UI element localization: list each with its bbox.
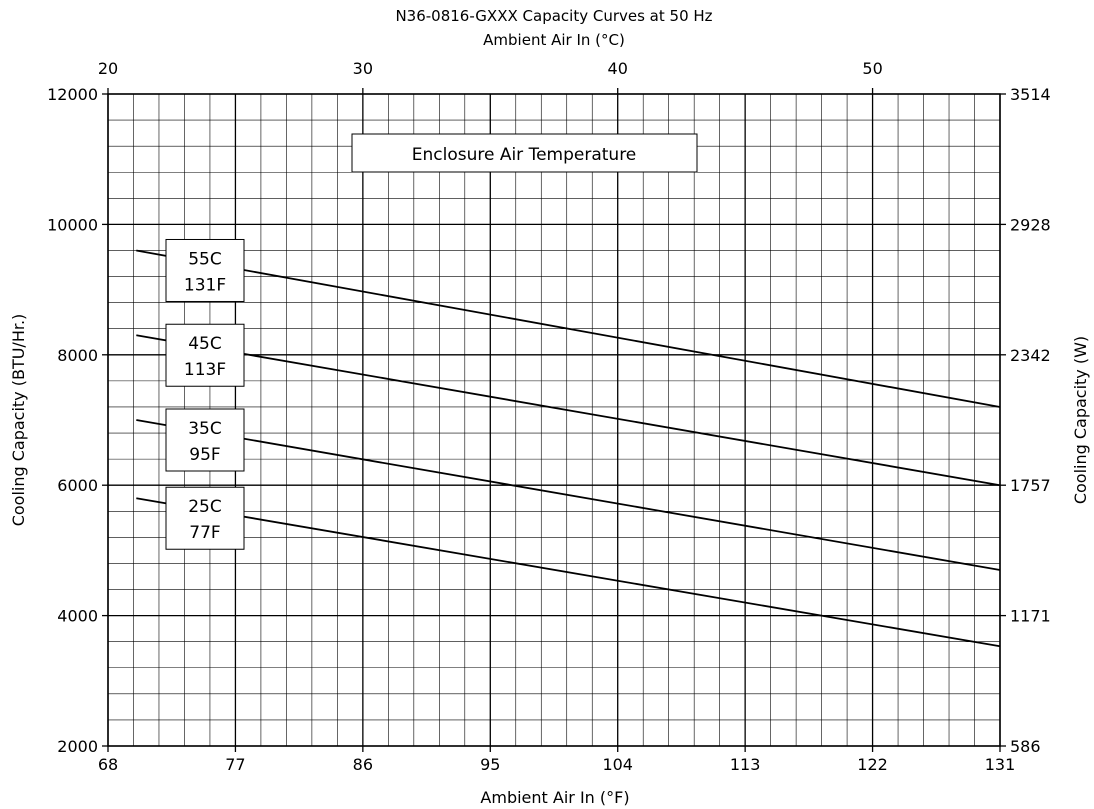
- x-tick-label: 113: [730, 755, 761, 774]
- y2-axis-label: Cooling Capacity (W): [1071, 336, 1090, 504]
- x-tick-label: 68: [98, 755, 118, 774]
- x-tick-label: 77: [225, 755, 245, 774]
- top-tick-label: 20: [98, 59, 118, 78]
- x-tick-label: 95: [480, 755, 500, 774]
- chart-title: N36-0816-GXXX Capacity Curves at 50 Hz: [395, 7, 712, 25]
- y-tick-label: 12000: [47, 85, 98, 104]
- series-lines: [136, 249, 1001, 648]
- series-label-line2-2: 95F: [189, 445, 220, 465]
- major-grid: [102, 88, 1006, 752]
- x-tick-label: 86: [353, 755, 373, 774]
- x-tick-label: 104: [602, 755, 633, 774]
- series-label-box-2: [165, 408, 245, 472]
- series-line-2: [136, 419, 1001, 571]
- y2-tick-label: 3514: [1010, 85, 1051, 104]
- series-labels: 55C 131F 45C 113F 35C 95F 25C 77F: [165, 238, 245, 550]
- top-axis-label: Ambient Air In (°C): [483, 31, 625, 49]
- tick-labels: 68 77 86 95 104 113 122 131 2000 4000 6000 8000 1000…: [47, 59, 1051, 774]
- legend-title: Enclosure Air Temperature: [412, 145, 637, 165]
- x-tick-label: 122: [857, 755, 888, 774]
- x-tick-label: 131: [985, 755, 1016, 774]
- series-line-0: [136, 249, 1001, 408]
- series-label-line1-3: 25C: [188, 497, 222, 517]
- y-axis-label: Cooling Capacity (BTU/Hr.): [9, 314, 28, 527]
- y2-tick-label: 586: [1010, 737, 1041, 756]
- y2-tick-label: 2928: [1010, 215, 1051, 234]
- series-label-line2-3: 77F: [189, 523, 220, 543]
- y-tick-label: 4000: [57, 607, 98, 626]
- top-tick-label: 30: [353, 59, 373, 78]
- series-label-box-1: [165, 323, 245, 387]
- series-label-box-0: [165, 238, 245, 302]
- y-tick-label: 10000: [47, 215, 98, 234]
- y-tick-label: 2000: [57, 737, 98, 756]
- series-label-line1-2: 35C: [188, 419, 222, 439]
- series-label-line2-1: 113F: [184, 360, 226, 380]
- legend-title-frame: [351, 133, 698, 173]
- plot-frame: [107, 93, 1001, 747]
- top-tick-label: 40: [608, 59, 628, 78]
- top-tick-label: 50: [862, 59, 882, 78]
- series-label-line2-0: 131F: [184, 275, 226, 295]
- series-line-3: [136, 497, 1001, 648]
- series-line-1: [136, 334, 1001, 487]
- y2-tick-label: 1171: [1010, 607, 1051, 626]
- y2-tick-label: 1757: [1010, 476, 1051, 495]
- series-label-box-3: [165, 486, 245, 550]
- series-label-line1-0: 55C: [188, 249, 222, 269]
- x-axis-label: Ambient Air In (°F): [480, 788, 629, 807]
- y2-tick-label: 2342: [1010, 346, 1051, 365]
- y-tick-label: 8000: [57, 346, 98, 365]
- y-tick-label: 6000: [57, 476, 98, 495]
- legend-title-box: Enclosure Air Temperature: [351, 133, 698, 173]
- series-label-line1-1: 45C: [188, 334, 222, 354]
